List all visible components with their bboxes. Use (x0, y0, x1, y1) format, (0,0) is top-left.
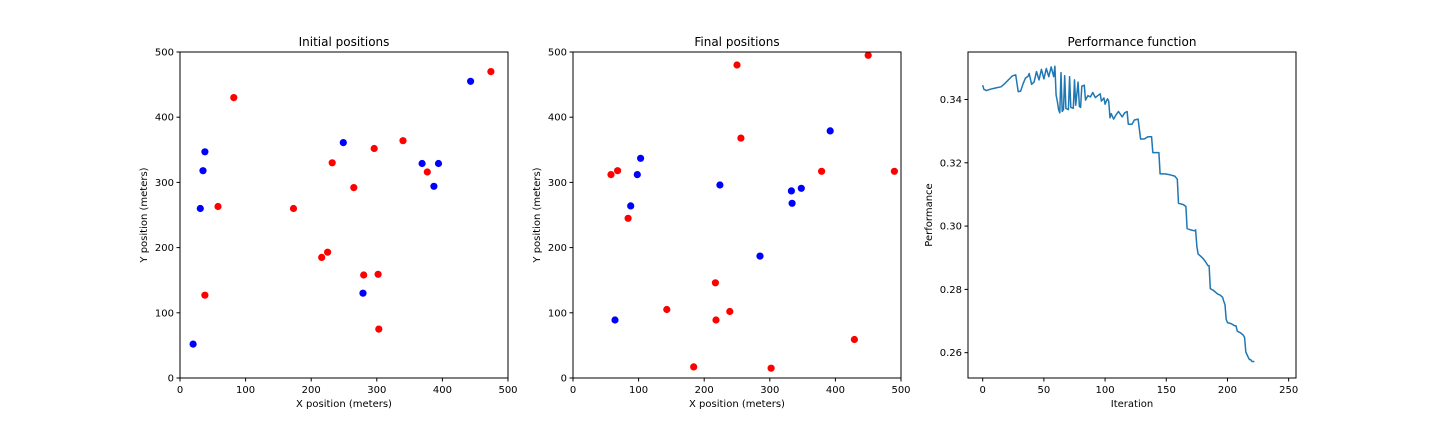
panel-1-point-1-12 (399, 137, 407, 145)
panel-1-ytick-label-2: 200 (155, 243, 174, 254)
panel-2-axes-frame (572, 51, 902, 379)
panel-1-ytick-label-0: 0 (168, 374, 174, 385)
panel-2-xtick-label-4: 400 (826, 385, 845, 396)
panel-2-point-0-7 (788, 199, 796, 207)
panel-2-point-1-9 (737, 134, 745, 142)
panel-1-point-0-2 (199, 167, 207, 175)
panel-1-point-1-14 (487, 68, 495, 76)
panel-2-ytick-label-4: 400 (548, 113, 567, 124)
panel-2-point-1-1 (614, 167, 622, 175)
panel-2-ytick-label-2: 200 (548, 243, 567, 254)
panel-1-point-0-0 (189, 340, 197, 348)
panel-2-ytick-label-1: 100 (548, 308, 567, 319)
panel-1-ytick-label-3: 300 (155, 178, 174, 189)
panel-2-point-1-6 (712, 316, 720, 324)
panel-2-point-1-14 (890, 167, 899, 175)
panel-3-ytick-label-0: 0.26 (940, 348, 962, 359)
panel-2-point-1-11 (818, 167, 826, 175)
panel-1-point-1-11 (375, 325, 383, 333)
panel-3-axes-frame (967, 51, 1297, 379)
panel-2-point-0-6 (787, 187, 796, 195)
panel-3-xtick-label-3: 150 (1157, 385, 1176, 396)
panel-1-point-0-6 (418, 159, 426, 168)
panel-3-ytick-label-1: 0.28 (940, 285, 962, 296)
panel-1-point-1-5 (324, 248, 332, 256)
panel-1-point-1-1 (214, 202, 222, 211)
panel-3-ylabel: Performance (924, 183, 935, 246)
panel-1-axes-frame (179, 51, 509, 379)
panel-2-point-1-5 (711, 279, 720, 287)
panel-2-point-1-4 (690, 363, 698, 371)
panel-1-point-1-4 (318, 253, 326, 261)
panel-1-point-1-10 (374, 270, 382, 278)
panel-2-xlabel: X position (meters) (689, 399, 785, 410)
panel-2-point-0-4 (716, 181, 724, 189)
panel-2-point-1-3 (663, 305, 671, 314)
panel-1-title: Initial positions (299, 35, 390, 49)
panel-2-point-0-9 (826, 127, 834, 135)
panel-1-xtick-label-4: 400 (433, 385, 452, 396)
panel-1-point-0-1 (196, 204, 204, 213)
panel-1-point-1-3 (289, 204, 298, 213)
panel-1-point-0-8 (434, 159, 443, 168)
panel-2-point-0-1 (627, 202, 635, 210)
panel-1-point-0-5 (359, 289, 367, 297)
panel-2-title: Final positions (694, 35, 779, 49)
panel-3-xlabel: Iteration (1111, 399, 1153, 410)
panel-1-xtick-label-3: 300 (367, 385, 386, 396)
panel-2-xtick-label-3: 300 (760, 385, 779, 396)
panel-3-xtick-label-5: 250 (1279, 385, 1298, 396)
panel-2-ylabel: Y position (meters) (532, 167, 543, 263)
panel-1-ytick-label-4: 400 (155, 113, 174, 124)
panel-1-ytick-label-1: 100 (155, 308, 174, 319)
panel-3-series-line-0 (981, 65, 1255, 363)
panel-1-ylabel: Y position (meters) (139, 167, 150, 263)
panel-1-point-0-9 (467, 77, 475, 85)
panel-2-point-0-3 (637, 154, 645, 162)
panel-1-xlabel: X position (meters) (296, 399, 392, 410)
panel-3-xtick-label-1: 50 (1038, 385, 1051, 396)
panel-2-ytick-label-5: 500 (548, 48, 567, 59)
panel-2-point-0-2 (633, 171, 641, 179)
panel-3-ytick-label-3: 0.32 (940, 158, 962, 169)
panel-2-ytick-label-3: 300 (548, 178, 567, 189)
panel-2-point-0-8 (797, 184, 805, 192)
panel-2-point-0-5 (756, 252, 764, 260)
panel-1-xtick-label-5: 500 (498, 385, 517, 396)
panel-2-xtick-label-2: 200 (695, 385, 714, 396)
panel-3-ytick-label-4: 0.34 (940, 95, 962, 106)
panel-1-xtick-label-0: 0 (177, 385, 183, 396)
panel-1-point-1-2 (230, 94, 238, 102)
panel-3-title: Performance function (1068, 35, 1197, 49)
panel-3-xtick-label-4: 200 (1218, 385, 1237, 396)
panel-1-point-0-4 (339, 139, 347, 147)
panel-1-point-1-9 (370, 144, 378, 153)
panel-1-point-0-3 (201, 148, 209, 156)
panel-2-point-1-13 (864, 51, 872, 59)
panel-2-point-0-0 (611, 316, 619, 324)
panel-2-ytick-label-0: 0 (561, 374, 567, 385)
panel-2-point-1-7 (726, 307, 734, 316)
panel-1-xtick-label-2: 200 (302, 385, 321, 396)
panel-3-xtick-label-2: 100 (1096, 385, 1115, 396)
panel-2-xtick-label-1: 100 (629, 385, 648, 396)
panel-3-ytick-label-2: 0.30 (940, 222, 962, 233)
panel-2-xtick-label-0: 0 (570, 385, 576, 396)
panel-2-point-1-2 (624, 214, 632, 222)
panel-1-point-1-0 (201, 291, 209, 299)
panel-1-point-1-6 (328, 159, 336, 167)
panel-2-point-1-10 (767, 364, 775, 372)
panel-1-xtick-label-1: 100 (236, 385, 255, 396)
panel-1-point-1-13 (423, 168, 431, 176)
panel-2-point-1-8 (733, 61, 741, 69)
panel-2-point-1-12 (850, 335, 859, 344)
panel-1-point-0-7 (430, 182, 438, 190)
panel-3-xtick-label-0: 0 (979, 385, 985, 396)
panel-1-ytick-label-5: 500 (155, 48, 174, 59)
panel-1-point-1-8 (360, 271, 368, 279)
panel-2-point-1-0 (607, 171, 615, 179)
panel-2-xtick-label-5: 500 (891, 385, 910, 396)
panel-1-point-1-7 (350, 184, 358, 192)
